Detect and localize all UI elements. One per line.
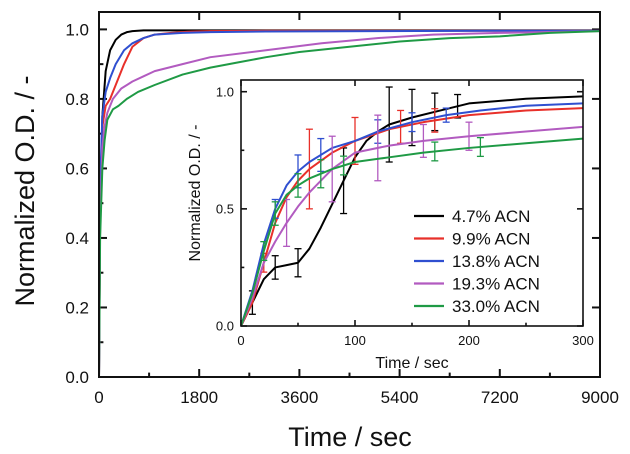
inset-x-tick-label: 300 (572, 333, 594, 348)
inset-x-tick-label: 200 (458, 333, 480, 348)
main-y-tick-label: 0.4 (65, 229, 89, 248)
main-y-tick-label: 1.0 (65, 21, 89, 40)
main-x-tick-label: 7200 (481, 388, 519, 407)
main-frame (98, 11, 601, 378)
main-y-tick-label: 0.0 (65, 368, 89, 387)
legend-label-2: 13.8% ACN (452, 252, 540, 271)
main-x-tick-label: 3600 (280, 388, 318, 407)
main-series-line-3 (99, 30, 600, 377)
main-x-tick-label: 1800 (180, 388, 218, 407)
main-y-axis-label: Normalized O.D. / - (10, 75, 40, 306)
main-y-tick-label: 0.2 (65, 299, 89, 318)
inset-y-tick-label: 0.5 (216, 202, 234, 217)
main-series-line-2 (99, 29, 600, 377)
legend-label-3: 19.3% ACN (452, 275, 540, 294)
main-x-axis-label: Time / sec (288, 422, 412, 452)
inset-series-group (241, 86, 583, 326)
main-x-tick-label: 5400 (381, 388, 419, 407)
inset-y-tick-label: 0.0 (216, 319, 234, 334)
inset-y-tick-label: 1.0 (216, 84, 234, 99)
main-x-tick-label: 9000 (581, 388, 619, 407)
main-series-line-4 (99, 30, 600, 377)
inset-x-tick-label: 100 (344, 333, 366, 348)
inset-y-axis-label: Normalized O.D. / - (187, 125, 204, 262)
inset-frame (240, 79, 584, 327)
legend-label-4: 33.0% ACN (452, 297, 540, 316)
main-series-group (99, 29, 600, 377)
legend-label-0: 4.7% ACN (452, 207, 530, 226)
legend-label-1: 9.9% ACN (452, 230, 530, 249)
main-y-tick-label: 0.6 (65, 160, 89, 179)
main-plot: 0 1800 3600 5400 7200 9000 0.0 0.2 0.4 0.6 0.8 1.0 (65, 11, 619, 407)
main-y-tick-label: 0.8 (65, 90, 89, 109)
inset-x-axis-label: Time / sec (375, 355, 448, 372)
inset-x-tick-label: 0 (237, 333, 244, 348)
inset-plot: 0 100 200 300 0.0 0.5 1.0 4.7% ACN 9.9% ACN 13.8%… (216, 79, 594, 348)
main-x-tick-label: 0 (94, 388, 103, 407)
